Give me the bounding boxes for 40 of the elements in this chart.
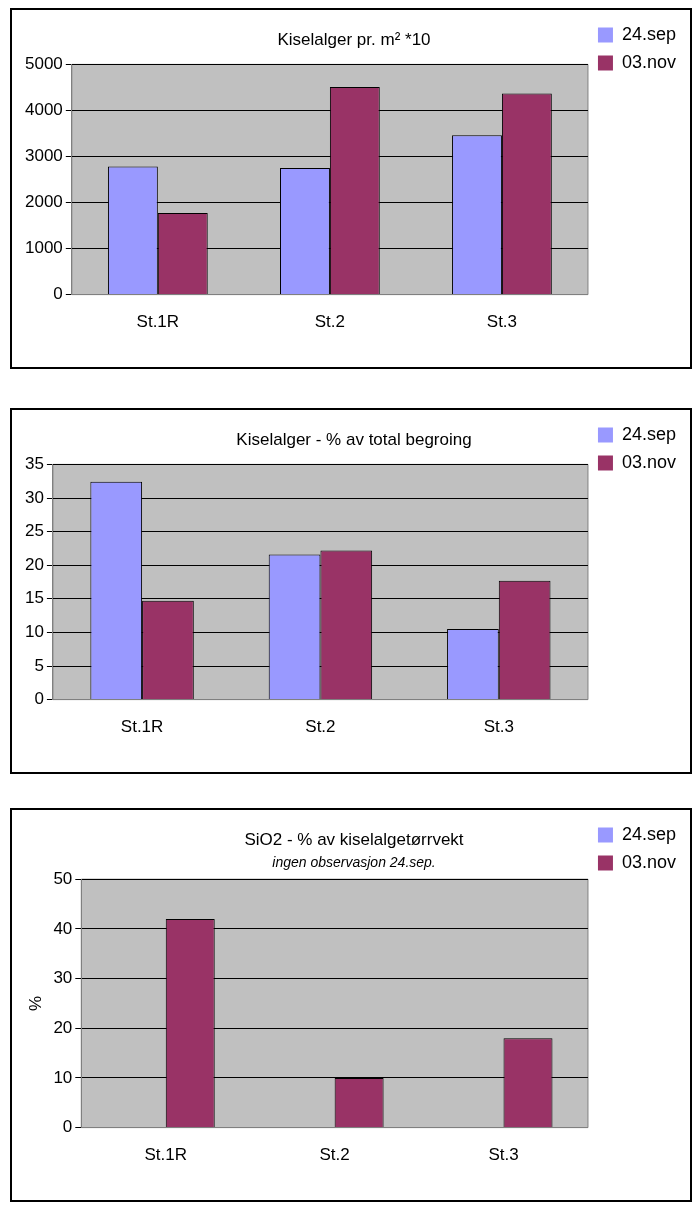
chart-subtitle: ingen observasjon 24.sep. bbox=[272, 853, 436, 870]
x-tick-label: St.2 bbox=[314, 312, 346, 332]
y-axis-title: % bbox=[25, 995, 45, 1011]
x-tick-label: St.1R bbox=[136, 312, 180, 332]
legend-label: 03.nov bbox=[621, 451, 676, 472]
y-tick-label: 15 bbox=[24, 588, 44, 608]
chart-title: Kiselalger pr. m² *10 bbox=[277, 29, 431, 49]
y-tick-label: 0 bbox=[62, 1117, 73, 1137]
y-tick-label: 5 bbox=[34, 655, 44, 675]
x-tick-label: St.2 bbox=[305, 717, 336, 737]
y-tick-label: 4000 bbox=[24, 100, 63, 120]
legend-label: 03.nov bbox=[621, 851, 676, 872]
y-tick-label: 40 bbox=[53, 918, 73, 938]
y-tick-label: 20 bbox=[24, 554, 44, 574]
legend-label: 24.sep bbox=[621, 423, 676, 444]
chart-title: SiO2 - % av kiselalgetørrvekt bbox=[244, 829, 464, 849]
x-tick-label: St.3 bbox=[483, 717, 514, 737]
y-tick-label: 3000 bbox=[24, 146, 63, 166]
y-tick-label: 10 bbox=[53, 1067, 73, 1087]
y-tick-label: 35 bbox=[24, 454, 44, 474]
y-tick-label: 20 bbox=[53, 1017, 73, 1037]
x-tick-label: St.3 bbox=[486, 312, 518, 332]
y-tick-label: 30 bbox=[53, 968, 73, 988]
y-tick-label: 2000 bbox=[24, 192, 63, 212]
y-tick-label: 1000 bbox=[24, 238, 63, 258]
y-tick-label: 0 bbox=[34, 689, 44, 709]
x-tick-label: St.3 bbox=[488, 1145, 519, 1165]
x-tick-label: St.1R bbox=[144, 1145, 188, 1165]
y-tick-label: 50 bbox=[53, 868, 73, 888]
y-tick-label: 25 bbox=[24, 521, 44, 541]
y-tick-label: 30 bbox=[24, 487, 44, 507]
chart-title: Kiselalger - % av total begroing bbox=[236, 429, 472, 449]
legend-label: 24.sep bbox=[621, 23, 676, 44]
y-tick-label: 10 bbox=[24, 622, 44, 642]
legend-label: 24.sep bbox=[621, 823, 676, 844]
x-tick-label: St.1R bbox=[120, 717, 164, 737]
x-tick-label: St.2 bbox=[319, 1145, 350, 1165]
legend-label: 03.nov bbox=[621, 51, 676, 72]
y-tick-label: 0 bbox=[53, 284, 63, 304]
y-tick-label: 5000 bbox=[24, 54, 63, 74]
